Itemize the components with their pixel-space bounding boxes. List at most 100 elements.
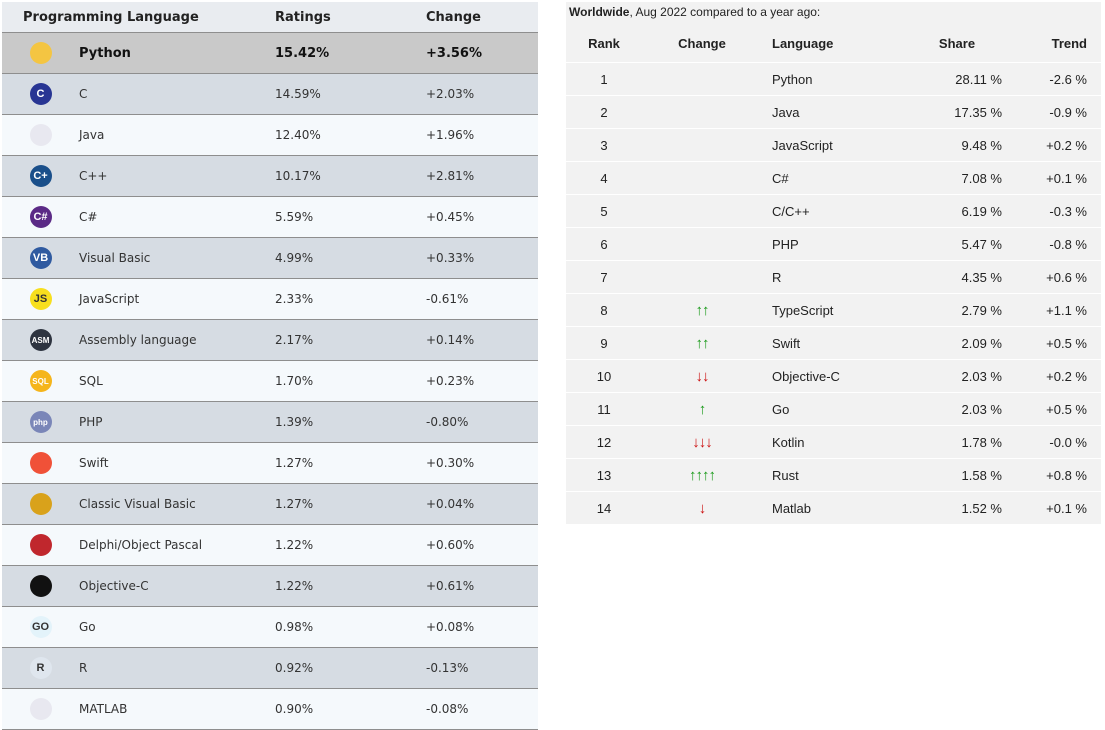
r-icon: R (29, 657, 52, 679)
tiobe-ranking-table: Programming Language Ratings Change Pyth… (2, 2, 538, 730)
table-row: SQL SQL 1.70% +0.23% (2, 360, 538, 401)
language-cell: Classic Visual Basic (79, 497, 196, 511)
ratings-cell: 4.99% (275, 251, 314, 265)
table-row: C C 14.59% +2.03% (2, 73, 538, 114)
table-row: GO Go 0.98% +0.08% (2, 606, 538, 647)
caption-text: , Aug 2022 compared to a year ago: (629, 5, 821, 19)
icon-cell: php (2, 411, 79, 433)
header-trend: Trend (1051, 35, 1087, 51)
table-row: Java 12.40% +1.96% (2, 114, 538, 155)
rank-cell: 13 (596, 467, 612, 483)
change-cell: -0.08% (426, 702, 469, 716)
ratings-cell: 1.39% (275, 415, 314, 429)
java-icon (29, 124, 52, 146)
language-cell: Go (772, 401, 790, 417)
ratings-cell: 0.92% (275, 661, 314, 675)
change-cell: -0.80% (426, 415, 469, 429)
language-cell: Matlab (772, 500, 812, 516)
rank-cell: 10 (596, 368, 612, 384)
language-cell: Rust (772, 467, 799, 483)
icon-cell: SQL (2, 370, 79, 392)
header-change: Change (678, 35, 726, 51)
table-row: 2 Java 17.35 % -0.9 % (566, 95, 1101, 128)
trend-cell: -0.0 % (1049, 434, 1087, 450)
rank-cell: 9 (600, 335, 608, 351)
share-cell: 1.52 % (961, 500, 1002, 516)
share-cell: 28.11 % (955, 71, 1002, 87)
trend-cell: +0.2 % (1046, 137, 1087, 153)
language-cell: R (772, 269, 782, 285)
csharp-icon: C# (29, 206, 52, 228)
table-row: 1 Python 28.11 % -2.6 % (566, 62, 1101, 95)
change-cell: -0.13% (426, 661, 469, 675)
header-language: Programming Language (23, 9, 199, 25)
table-row: C# C# 5.59% +0.45% (2, 196, 538, 237)
change-cell: +0.23% (426, 374, 475, 388)
ratings-cell: 14.59% (275, 87, 321, 101)
change-cell: +0.33% (426, 251, 475, 265)
language-cell: SQL (79, 374, 103, 388)
rank-cell: 14 (596, 500, 612, 516)
language-cell: C# (772, 170, 789, 186)
header-change: Change (426, 9, 481, 25)
icon-cell: JS (2, 288, 79, 310)
trend-cell: -0.8 % (1049, 236, 1087, 252)
table-row: ASM Assembly language 2.17% +0.14% (2, 319, 538, 360)
table-body: Python 15.42% +3.56% C C 14.59% +2.03% Java 12.4… (2, 32, 538, 730)
table-row: Objective-C 1.22% +0.61% (2, 565, 538, 606)
ratings-cell: 12.40% (275, 128, 321, 142)
change-cell: +2.81% (426, 169, 475, 183)
icon-cell (2, 698, 79, 720)
rank-cell: 12 (596, 434, 612, 450)
share-cell: 5.47 % (961, 236, 1002, 252)
rank-cell: 5 (600, 203, 608, 219)
table-row: 13 ↑↑↑↑ Rust 1.58 % +0.8 % (566, 458, 1101, 491)
change-cell: +0.45% (426, 210, 475, 224)
table-header: Programming Language Ratings Change (2, 2, 538, 32)
trend-cell: +0.8 % (1046, 467, 1087, 483)
ratings-cell: 5.59% (275, 210, 314, 224)
share-cell: 1.78 % (961, 434, 1002, 450)
share-cell: 2.79 % (961, 302, 1002, 318)
share-cell: 6.19 % (961, 203, 1002, 219)
change-arrows: ↑↑ (695, 301, 710, 319)
table-header: Rank Change Language Share Trend (566, 24, 1101, 62)
change-arrows: ↑ (698, 400, 707, 418)
language-cell: Python (772, 71, 813, 87)
pypl-ranking-table: Worldwide, Aug 2022 compared to a year a… (566, 2, 1101, 524)
table-row: 11 ↑ Go 2.03 % +0.5 % (566, 392, 1101, 425)
language-cell: Java (79, 128, 105, 142)
javascript-icon: JS (29, 288, 52, 310)
table-row: 8 ↑↑ TypeScript 2.79 % +1.1 % (566, 293, 1101, 326)
icon-cell: C (2, 83, 79, 105)
language-cell: Go (79, 620, 96, 634)
language-cell: PHP (772, 236, 799, 252)
icon-cell (2, 534, 79, 556)
icon-cell (2, 493, 79, 515)
language-cell: Objective-C (772, 368, 840, 384)
change-cell: +0.30% (426, 456, 475, 470)
language-cell: C/C++ (772, 203, 810, 219)
change-cell: +0.04% (426, 497, 475, 511)
sql-icon: SQL (29, 370, 52, 392)
trend-cell: +0.5 % (1046, 335, 1087, 351)
change-cell: -0.61% (426, 292, 469, 306)
ratings-cell: 1.27% (275, 456, 314, 470)
ratings-cell: 0.90% (275, 702, 314, 716)
change-cell: +2.03% (426, 87, 475, 101)
share-cell: 2.03 % (961, 401, 1002, 417)
trend-cell: -2.6 % (1049, 71, 1087, 87)
ratings-cell: 0.98% (275, 620, 314, 634)
table-row: 6 PHP 5.47 % -0.8 % (566, 227, 1101, 260)
table-row: 9 ↑↑ Swift 2.09 % +0.5 % (566, 326, 1101, 359)
change-cell: +0.14% (426, 333, 475, 347)
ratings-cell: 1.27% (275, 497, 314, 511)
table-row: Classic Visual Basic 1.27% +0.04% (2, 483, 538, 524)
rank-cell: 6 (600, 236, 608, 252)
language-cell: Kotlin (772, 434, 805, 450)
objective-c-icon (29, 575, 52, 597)
change-arrows: ↓↓↓ (692, 433, 713, 451)
icon-cell: C+ (2, 165, 79, 187)
icon-cell (2, 575, 79, 597)
header-share: Share (938, 35, 976, 51)
